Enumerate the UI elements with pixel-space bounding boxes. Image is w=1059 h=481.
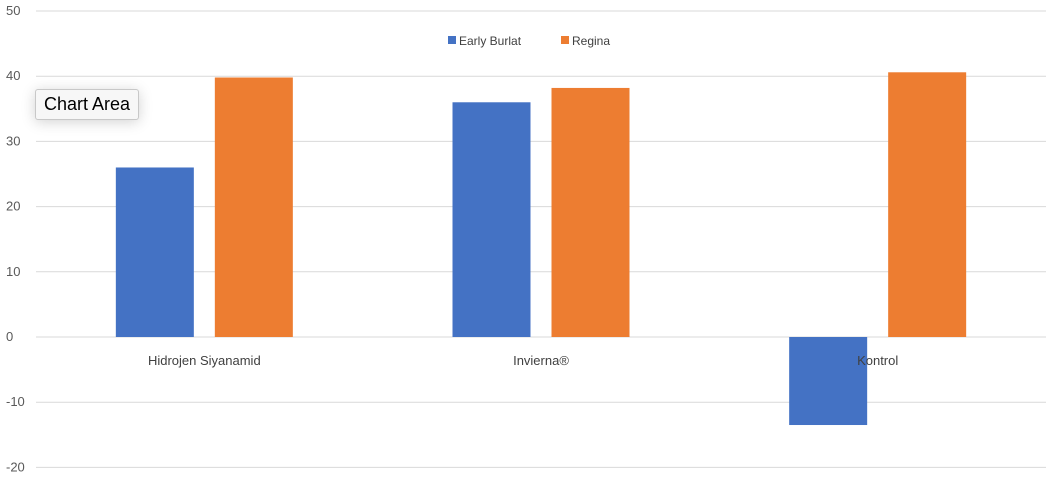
category-label: Kontrol [857,353,898,368]
category-label: Hidrojen Siyanamid [148,353,261,368]
bar-regina-2[interactable] [888,72,967,338]
y-tick-label: -10 [6,394,25,409]
y-tick-label: -20 [6,459,25,474]
y-tick-label: 40 [6,68,20,83]
legend-swatch [561,36,569,44]
legend-swatch [448,36,456,44]
bar-regina-1[interactable] [551,87,630,337]
legend-label: Regina [572,34,610,48]
bar-early-burlat-2[interactable] [789,337,868,426]
y-tick-label: 30 [6,133,20,148]
legend-label: Early Burlat [459,34,522,48]
bar-early-burlat-0[interactable] [115,167,194,337]
y-axis-tick-labels: 50 40 30 20 10 0 -10 -20 [6,3,25,474]
y-tick-label: 50 [6,3,20,18]
gridlines [36,10,1046,468]
bar-regina-0[interactable] [214,77,293,337]
y-tick-label: 10 [6,264,20,279]
category-label: Invierna® [513,353,569,368]
chart-area-tooltip: Chart Area [35,89,140,120]
y-tick-label: 20 [6,199,20,214]
bars[interactable] [115,72,967,426]
y-tick-label: 0 [6,329,13,344]
category-labels: Hidrojen Siyanamid Invierna® Kontrol [148,353,898,368]
bar-early-burlat-1[interactable] [452,102,531,337]
legend[interactable]: Early Burlat Regina [448,34,610,48]
